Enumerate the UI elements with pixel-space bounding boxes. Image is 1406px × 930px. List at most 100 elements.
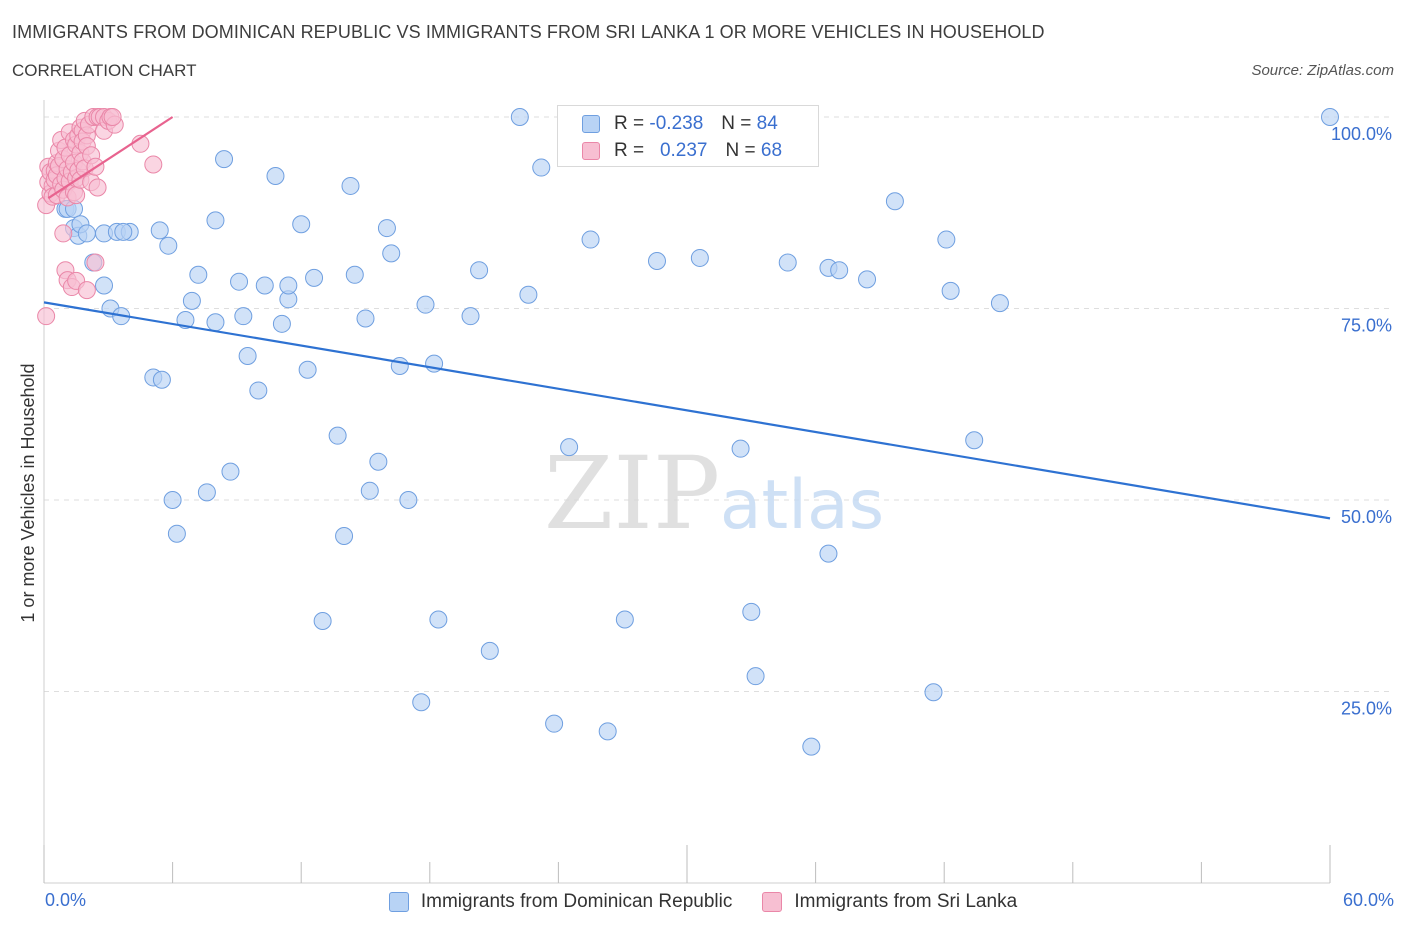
x-tick-max: 60.0%: [1342, 890, 1394, 910]
point-blue-32: [249, 381, 268, 400]
point-pink-0: [37, 307, 56, 326]
point-blue-17: [150, 221, 169, 240]
n-label: N =: [725, 140, 756, 161]
point-blue-27: [215, 150, 234, 169]
point-blue-18: [163, 491, 182, 509]
legend-label-dominican: Immigrants from Dominican Republic: [420, 891, 733, 912]
point-blue-80: [924, 683, 943, 702]
point-pink-50: [77, 281, 96, 300]
point-blue-81: [937, 230, 956, 249]
r-label: R =: [614, 140, 645, 161]
y-tick-label-3: 25.0%: [1341, 699, 1392, 719]
source-label: Source: ZipAtlas.com: [1251, 62, 1394, 79]
point-blue-38: [292, 215, 311, 234]
watermark-atlas: atlas: [720, 466, 884, 545]
y-tick-label-1: 75.0%: [1341, 316, 1392, 336]
n-label: N =: [721, 113, 752, 134]
point-blue-30: [234, 307, 253, 326]
point-blue-48: [369, 452, 388, 471]
point-blue-52: [399, 491, 418, 509]
point-blue-51: [390, 356, 409, 375]
point-blue-29: [230, 272, 249, 291]
point-blue-26: [206, 211, 225, 230]
stats-row-srilanka: R = 0.237 N = 68: [582, 139, 782, 163]
point-blue-6: [77, 224, 96, 243]
point-blue-44: [341, 176, 360, 195]
point-pink-57: [88, 178, 107, 197]
point-blue-66: [598, 722, 617, 741]
legend-label-srilanka: Immigrants from Sri Lanka: [794, 891, 1018, 912]
point-blue-61: [519, 285, 538, 304]
point-blue-19: [167, 524, 186, 543]
n-value: 68: [760, 140, 783, 161]
y-tick-label-2: 50.0%: [1341, 507, 1392, 527]
trend-line-pink: [47, 116, 174, 200]
point-blue-78: [858, 270, 877, 289]
x-tick-min: 0.0%: [45, 890, 87, 910]
point-blue-14: [114, 222, 133, 241]
point-blue-21: [176, 310, 195, 329]
point-pink-36: [67, 186, 86, 205]
grid-lines: [44, 116, 1392, 692]
point-blue-57: [461, 307, 480, 326]
point-blue-56: [429, 610, 448, 629]
point-blue-33: [255, 276, 274, 295]
point-blue-23: [189, 265, 208, 284]
point-blue-68: [647, 252, 666, 271]
point-blue-70: [731, 439, 750, 458]
swatch-blue: [582, 115, 600, 133]
point-blue-85: [1321, 108, 1339, 126]
point-pink-67: [144, 155, 163, 174]
y-axis-label: 1 or more Vehicles in Household: [18, 363, 38, 622]
point-blue-45: [345, 265, 364, 284]
point-blue-47: [360, 481, 379, 500]
point-blue-43: [335, 527, 354, 546]
point-blue-72: [746, 667, 765, 686]
chart-subtitle: CORRELATION CHART: [12, 61, 197, 80]
point-blue-50: [382, 244, 401, 263]
point-blue-16: [152, 370, 171, 389]
point-blue-53: [412, 693, 431, 712]
point-pink-19: [54, 224, 73, 243]
legend-item-dominican[interactable]: Immigrants from Dominican Republic: [388, 891, 733, 913]
stats-legend: R = -0.238 N = 84 R = 0.237 N = 68: [557, 105, 819, 167]
point-blue-82: [941, 281, 960, 300]
r-value: -0.238: [649, 113, 704, 134]
point-blue-58: [470, 261, 489, 280]
point-blue-49: [377, 219, 396, 238]
watermark: ZIP atlas: [544, 435, 884, 552]
trend-line-blue: [43, 301, 1331, 520]
point-blue-74: [802, 737, 821, 756]
legend-item-srilanka[interactable]: Immigrants from Sri Lanka: [762, 891, 1017, 913]
swatch-pink: [582, 142, 600, 160]
point-blue-59: [480, 641, 499, 660]
point-blue-73: [778, 253, 797, 272]
point-blue-46: [356, 309, 375, 328]
point-blue-83: [965, 431, 984, 450]
point-blue-79: [885, 192, 904, 211]
point-blue-42: [328, 426, 347, 445]
point-blue-24: [197, 483, 216, 502]
point-blue-54: [416, 295, 435, 314]
legend-swatch-pink: [762, 892, 783, 912]
r-value: 0.237: [659, 140, 708, 161]
legend-swatch-blue: [388, 892, 409, 912]
stats-row-dominican: R = -0.238 N = 84: [582, 112, 778, 136]
point-blue-84: [990, 294, 1009, 313]
point-blue-20: [159, 236, 178, 255]
point-blue-76: [819, 544, 838, 563]
y-tick-labels: 100.0% 75.0% 50.0% 25.0%: [1331, 124, 1392, 719]
point-blue-31: [238, 346, 257, 365]
chart-title: IMMIGRANTS FROM DOMINICAN REPUBLIC VS IM…: [12, 22, 1045, 42]
point-blue-64: [560, 438, 579, 457]
point-blue-37: [279, 276, 298, 295]
axes: [43, 100, 1331, 884]
series-srilanka-points: [37, 108, 163, 326]
point-blue-60: [510, 108, 529, 126]
point-blue-67: [615, 610, 634, 629]
point-blue-41: [313, 612, 332, 631]
point-blue-22: [182, 291, 201, 310]
point-pink-65: [103, 108, 122, 126]
point-blue-34: [266, 166, 285, 185]
